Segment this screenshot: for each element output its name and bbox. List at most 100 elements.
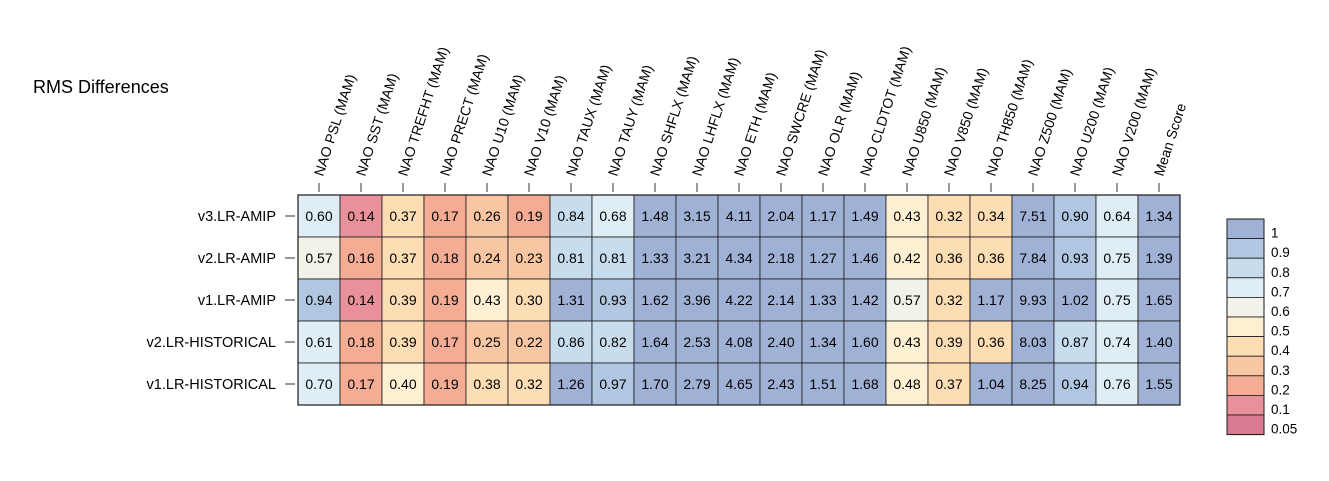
heatmap-cell xyxy=(549,320,593,364)
cell-value-label: 0.94 xyxy=(1061,376,1088,392)
legend-label: 0.5 xyxy=(1271,324,1290,339)
cell-value-label: 9.93 xyxy=(1019,292,1046,308)
legend-swatch xyxy=(1226,414,1265,436)
heatmap-cell xyxy=(423,236,467,280)
row-labels: v3.LR-AMIP v2.LR-AMIP v1.LR-AMIP v2.LR-HIST… xyxy=(147,209,295,393)
cell-value-label: 0.22 xyxy=(515,334,542,350)
column-label: Mean Score xyxy=(1151,101,1190,178)
cell-value-label: 4.08 xyxy=(725,334,752,350)
cell-value-label: 1.17 xyxy=(977,292,1004,308)
heatmap-cell xyxy=(801,362,845,406)
heatmap-cell xyxy=(1095,236,1139,280)
cell-value-label: 0.39 xyxy=(389,292,416,308)
cell-value-label: 0.75 xyxy=(1103,250,1130,266)
legend-swatch xyxy=(1226,257,1265,279)
heatmap-cell xyxy=(339,362,383,406)
cell-value-label: 1.51 xyxy=(809,376,836,392)
legend-swatch xyxy=(1226,296,1265,318)
cell-value-label: 1.49 xyxy=(851,208,878,224)
heatmap-cell xyxy=(1095,278,1139,322)
cell-value-label: 8.25 xyxy=(1019,376,1046,392)
cell-value-label: 1.68 xyxy=(851,376,878,392)
cell-value-label: 1.34 xyxy=(809,334,836,350)
heatmap-cell xyxy=(1053,362,1097,406)
color-legend: 1 0.9 0.8 0.7 0.6 0.5 0.4 0.3 0.2 0.1 0.05 xyxy=(1226,218,1297,437)
cell-value-label: 2.04 xyxy=(767,208,794,224)
cell-value-label: 2.18 xyxy=(767,250,794,266)
heatmap-cell xyxy=(675,320,719,364)
heatmap-cell xyxy=(423,278,467,322)
cell-value-label: 1.60 xyxy=(851,334,878,350)
cell-value-label: 0.34 xyxy=(977,208,1004,224)
cell-value-label: 0.43 xyxy=(473,292,500,308)
heatmap-cell xyxy=(591,236,635,280)
heatmap-cell xyxy=(633,236,677,280)
cell-value-label: 1.04 xyxy=(977,376,1004,392)
heatmap-cell xyxy=(969,236,1013,280)
cell-value-label: 3.15 xyxy=(683,208,710,224)
heatmap-cell xyxy=(759,194,803,238)
heatmap-cell xyxy=(801,194,845,238)
heatmap-cell xyxy=(633,362,677,406)
heatmap-cell xyxy=(591,320,635,364)
cell-value-label: 2.14 xyxy=(767,292,794,308)
heatmap-cell xyxy=(339,278,383,322)
cell-value-label: 0.70 xyxy=(305,376,332,392)
heatmap-cell xyxy=(507,362,551,406)
cell-value-label: 0.93 xyxy=(599,292,626,308)
heatmap-cell xyxy=(1053,236,1097,280)
heatmap-cell xyxy=(927,194,971,238)
cell-value-label: 0.17 xyxy=(431,334,458,350)
heatmap-cell xyxy=(759,278,803,322)
heatmap-cell xyxy=(717,236,761,280)
cell-value-label: 1.31 xyxy=(557,292,584,308)
cell-value-label: 0.17 xyxy=(431,208,458,224)
cell-value-label: 0.19 xyxy=(431,292,458,308)
column-label: NAO U200 (MAM) xyxy=(1067,65,1117,178)
legend-swatch xyxy=(1226,277,1265,298)
cell-value-label: 0.39 xyxy=(389,334,416,350)
cell-value-label: 0.43 xyxy=(893,208,920,224)
legend-label: 0.6 xyxy=(1271,304,1290,319)
cell-value-label: 0.23 xyxy=(515,250,542,266)
cell-value-label: 1.33 xyxy=(809,292,836,308)
heatmap-cell xyxy=(633,278,677,322)
heatmap-cell xyxy=(675,362,719,406)
cell-value-label: 4.11 xyxy=(726,208,752,224)
cell-value-label: 0.87 xyxy=(1061,334,1088,350)
legend-label: 0.7 xyxy=(1271,284,1290,299)
cell-value-label: 2.53 xyxy=(683,334,710,350)
cell-value-label: 0.81 xyxy=(557,250,584,266)
column-label: NAO V200 (MAM) xyxy=(1109,66,1159,178)
cell-value-label: 2.43 xyxy=(767,376,794,392)
heatmap-cell xyxy=(1011,194,1055,238)
cell-value-label: 1.39 xyxy=(1145,250,1172,266)
cell-value-label: 1.26 xyxy=(557,376,584,392)
column-label: NAO OLR (MAM) xyxy=(815,69,864,178)
heatmap-cell xyxy=(633,194,677,238)
heatmap-cell xyxy=(717,320,761,364)
heatmap-cell xyxy=(759,236,803,280)
heatmap-cell xyxy=(843,278,887,322)
heatmap-cell xyxy=(1011,278,1055,322)
cell-value-label: 0.81 xyxy=(599,250,626,266)
column-label: NAO Z500 (MAM) xyxy=(1025,66,1075,177)
heatmap-cell xyxy=(297,320,341,364)
cell-value-label: 4.22 xyxy=(725,292,752,308)
cell-value-label: 3.21 xyxy=(683,250,710,266)
cell-value-label: 0.19 xyxy=(515,208,542,224)
cell-value-label: 0.39 xyxy=(935,334,962,350)
column-label: NAO V10 (MAM) xyxy=(521,73,569,178)
heatmap-cell xyxy=(885,236,929,280)
column-label: NAO SST (MAM) xyxy=(353,71,401,178)
cell-value-label: 0.14 xyxy=(347,292,374,308)
cell-value-label: 0.18 xyxy=(431,250,458,266)
legend-label: 0.9 xyxy=(1271,245,1290,260)
heatmap-cell xyxy=(381,320,425,364)
cell-value-label: 1.02 xyxy=(1061,292,1088,308)
heatmap-cell xyxy=(969,320,1013,364)
legend-label: 0.1 xyxy=(1271,402,1290,417)
cell-value-label: 8.03 xyxy=(1019,334,1046,350)
legend-swatch xyxy=(1226,238,1265,259)
cell-value-label: 1.27 xyxy=(809,250,836,266)
